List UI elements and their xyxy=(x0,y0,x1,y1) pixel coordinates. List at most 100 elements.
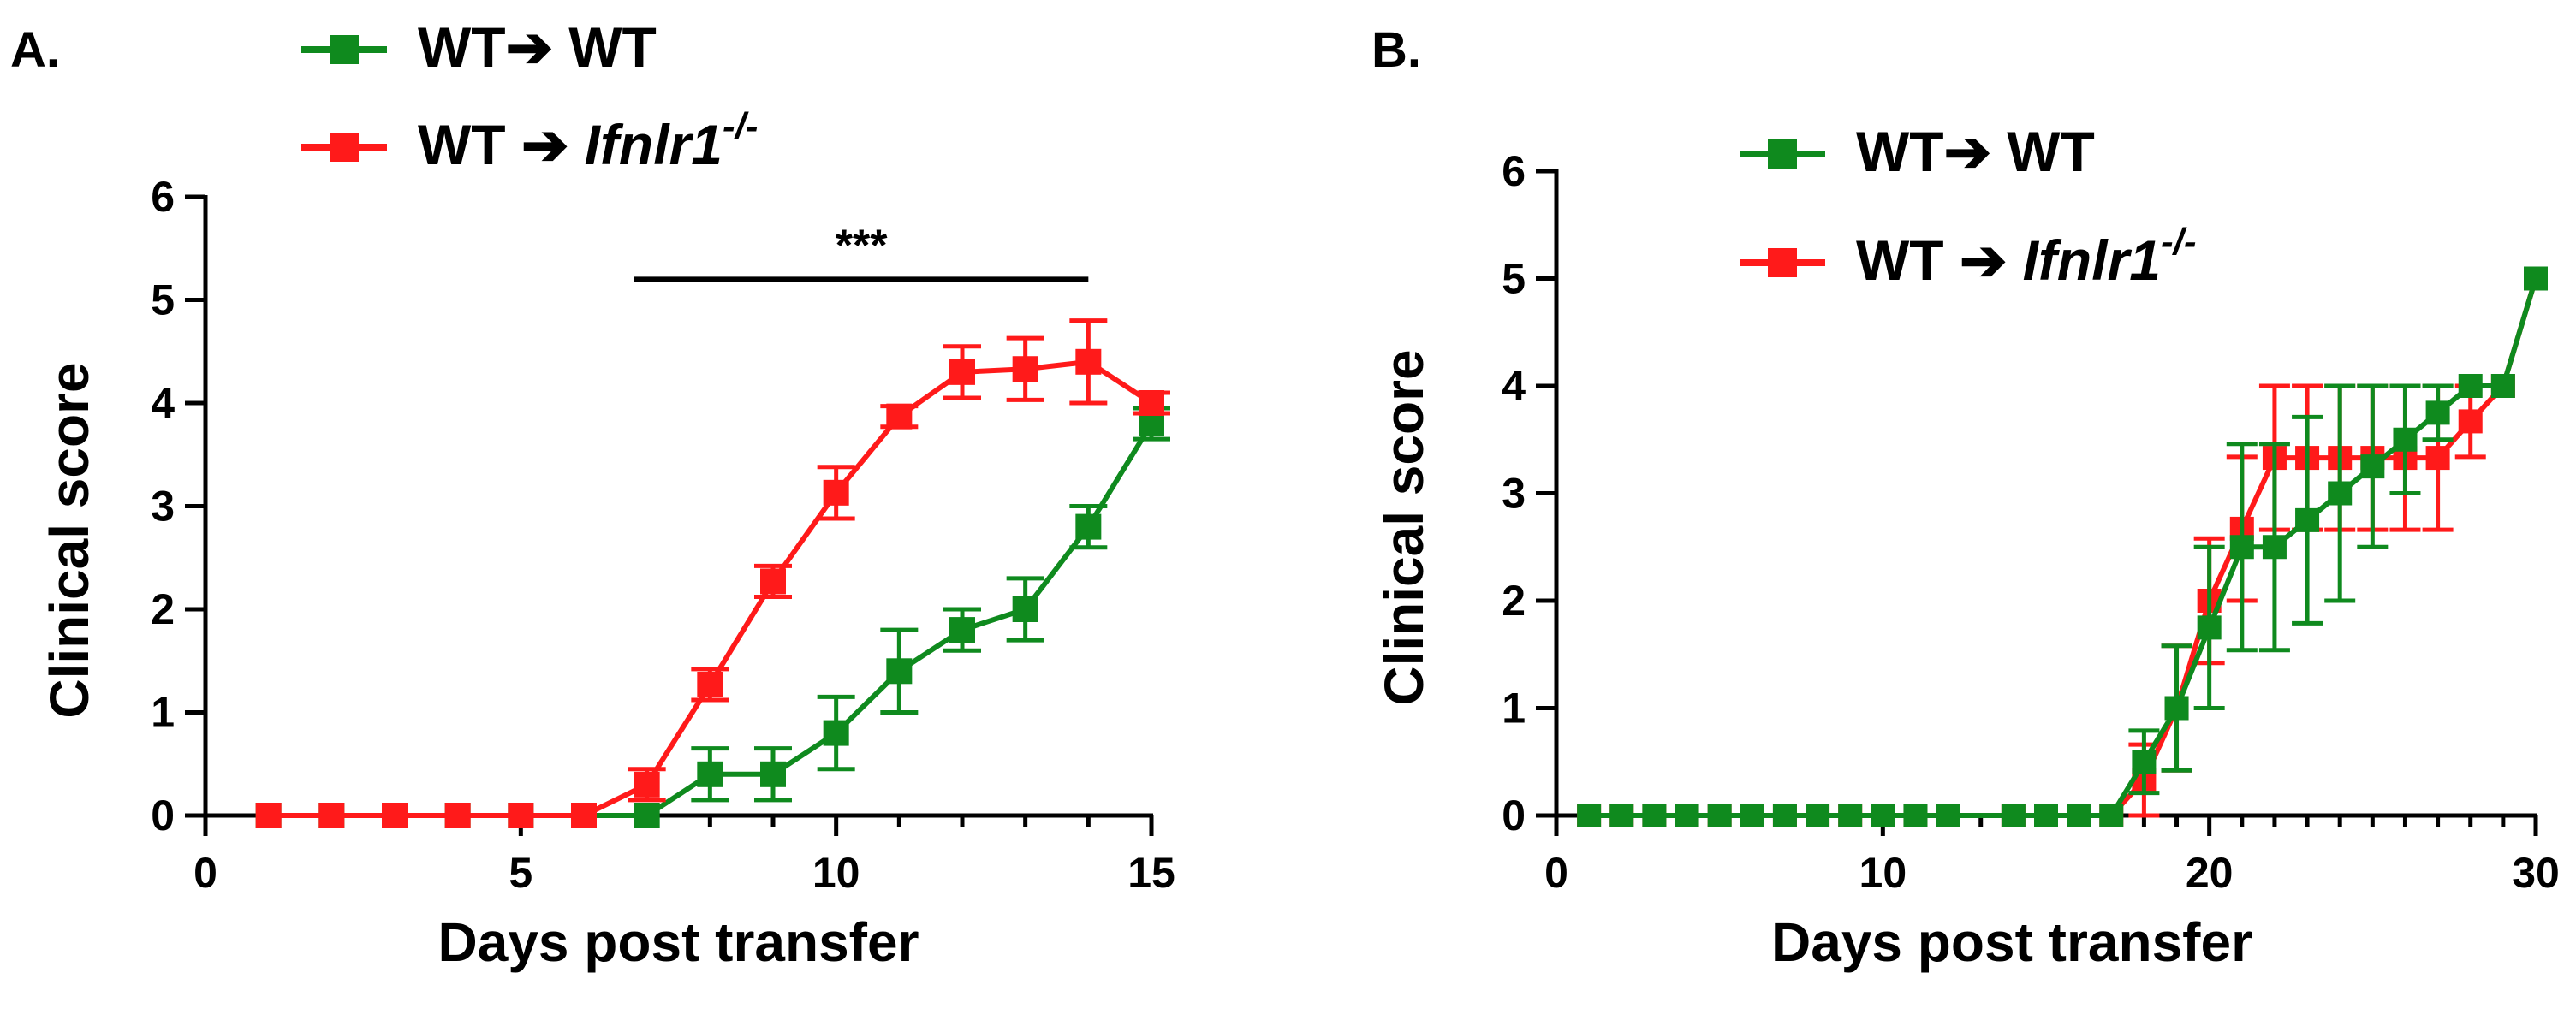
chart1-legend-marker xyxy=(1768,248,1797,277)
chart1-series-1-point xyxy=(2067,804,2091,827)
chart0-series-0-point xyxy=(634,803,660,828)
chart0-legend-marker xyxy=(330,35,359,64)
chart0-series-1-point xyxy=(697,671,723,697)
chart1-x-tick-label: 0 xyxy=(1544,849,1568,897)
chart1-legend-label: WT ➔ Ifnlr1-/- xyxy=(1856,221,2196,292)
chart0-x-axis-title: Days post transfer xyxy=(438,911,919,973)
chart1-series-1-point xyxy=(2229,535,2254,560)
chart0-y-tick-label: 2 xyxy=(151,585,175,633)
chart0-series-1-point xyxy=(444,803,471,828)
chart0-series-1-point xyxy=(382,803,408,828)
chart0-series-0-point xyxy=(1012,596,1038,622)
chart0-significance-label: *** xyxy=(836,221,888,270)
chart1-y-tick-label: 6 xyxy=(1502,147,1526,195)
chart0-legend-marker xyxy=(330,133,359,162)
chart1-series-1-point xyxy=(2490,374,2515,398)
chart1-series-0-point xyxy=(2458,409,2483,434)
chart0-series-1-point xyxy=(571,803,597,828)
chart0-series-1-point xyxy=(949,359,975,385)
chart1-series-1-point xyxy=(2034,804,2058,827)
chart1-series-1-point xyxy=(2197,615,2222,640)
chart1-series-1-point xyxy=(2295,507,2320,532)
chart0-x-tick-label: 15 xyxy=(1127,849,1175,897)
panel-a: A. 0 1 2 3 4 5 6 0 5 10 15 Days post transfer Clinica… xyxy=(10,15,1175,973)
chart0-series-0-point xyxy=(760,761,786,787)
chart1-series-1-point xyxy=(1642,804,1667,827)
chart1-series-1-point xyxy=(2262,535,2287,560)
chart0-legend-label: WT ➔ Ifnlr1-/- xyxy=(418,105,758,176)
chart1-series-1 xyxy=(1577,266,2548,827)
chart1-y-tick-label: 1 xyxy=(1502,685,1526,732)
chart0-series-0-point xyxy=(949,617,975,643)
chart0-series-1-point xyxy=(634,771,660,798)
chart1-panel-label: B. xyxy=(1371,22,1421,78)
chart1-series-1-point xyxy=(2524,266,2548,291)
chart1-series-1-point xyxy=(2393,427,2418,452)
chart0-series-1-point xyxy=(760,568,786,595)
chart1-series-1-point xyxy=(1871,804,1895,827)
chart0-panel-label: A. xyxy=(10,22,60,78)
chart0-series-0-point xyxy=(1075,513,1102,540)
chart0-series-1-point xyxy=(508,803,534,828)
chart0-series-1 xyxy=(255,318,1170,828)
chart1-series-1-point xyxy=(1772,804,1797,827)
chart1-series-1-point xyxy=(1936,804,1960,827)
chart1-x-tick-label: 20 xyxy=(2186,849,2234,897)
chart0-y-tick-label: 0 xyxy=(151,792,175,839)
chart1-legend-entry-1: WT ➔ Ifnlr1-/- xyxy=(1740,221,2196,292)
chart0-series-1-point xyxy=(318,803,345,828)
chart0-series-0-point xyxy=(697,761,723,787)
chart1-y-tick-label: 4 xyxy=(1502,362,1526,410)
chart0-x-tick-label: 5 xyxy=(509,849,532,897)
chart1-y-tick-label: 3 xyxy=(1502,470,1526,518)
chart0-series-1-point xyxy=(823,479,849,506)
chart1-legend-marker xyxy=(1768,139,1797,169)
chart0-legend-entry-1: WT ➔ Ifnlr1-/- xyxy=(301,105,758,176)
chart1-series-1-point xyxy=(1609,804,1634,827)
chart1-legend-label: WT➔ WT xyxy=(1856,120,2095,183)
chart1-series-1-point xyxy=(1675,804,1699,827)
chart1-series-1-point xyxy=(2425,400,2450,425)
chart0-series-1-point xyxy=(1075,348,1102,375)
chart1-y-tick-label: 2 xyxy=(1502,577,1526,625)
chart1-series-1-point xyxy=(2360,454,2385,479)
chart1-series-0-point xyxy=(2425,446,2450,471)
chart1-series-1-point xyxy=(1806,804,1830,827)
chart1-series-1-point xyxy=(1707,804,1732,827)
chart0-y-tick-label: 3 xyxy=(151,483,175,531)
chart1-y-tick-label: 5 xyxy=(1502,255,1526,303)
chart0-series-1-point xyxy=(1012,356,1038,382)
chart0-series-1-point xyxy=(1139,390,1164,416)
chart0-y-tick-label: 5 xyxy=(151,276,175,324)
chart1-series-1-point xyxy=(1903,804,1928,827)
chart0-series-1-point xyxy=(255,803,282,828)
chart1-series-1-point xyxy=(2001,804,2026,827)
chart1-series-1-point xyxy=(2458,374,2483,398)
chart0-series-0-point xyxy=(886,658,913,685)
chart1-series-1-point xyxy=(1838,804,1863,827)
chart0-y-tick-label: 6 xyxy=(151,173,175,221)
chart1-x-tick-label: 10 xyxy=(1859,849,1907,897)
chart1-x-tick-label: 30 xyxy=(2512,849,2560,897)
chart0-y-tick-label: 1 xyxy=(151,689,175,737)
chart0-x-tick-label: 0 xyxy=(193,849,217,897)
chart0-legend-entry-0: WT➔ WT xyxy=(301,15,657,79)
chart1-x-axis-title: Days post transfer xyxy=(1771,911,2252,973)
chart0-x-tick-label: 10 xyxy=(812,849,860,897)
chart1-legend-entry-0: WT➔ WT xyxy=(1740,120,2095,183)
chart1-series-1-point xyxy=(2328,481,2353,506)
chart0-series-1-point xyxy=(886,403,913,430)
chart1-series-1-point xyxy=(2099,804,2124,827)
panel-b: B. 0 1 2 3 4 5 6 0 10 20 30 Days post transfer Clinic… xyxy=(1371,22,2560,973)
chart1-series-1-point xyxy=(1577,804,1602,827)
chart1-series-1-point xyxy=(1740,804,1764,827)
chart0-y-axis-title: Clinical score xyxy=(39,362,100,718)
chart1-series-1-point xyxy=(2132,750,2157,774)
chart0-series-0-point xyxy=(823,720,849,746)
chart0-legend-label: WT➔ WT xyxy=(418,15,657,79)
chart0-y-tick-label: 4 xyxy=(151,379,175,427)
chart1-y-tick-label: 0 xyxy=(1502,792,1526,839)
chart1-y-axis-title: Clinical score xyxy=(1373,349,1435,705)
